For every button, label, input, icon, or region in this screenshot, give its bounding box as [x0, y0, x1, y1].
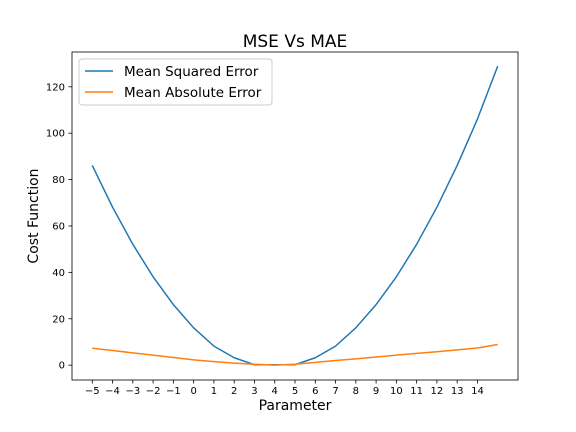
legend-label-1: Mean Absolute Error: [124, 85, 262, 101]
y-tick-label: 80: [52, 175, 65, 186]
x-tick-label: 11: [410, 386, 423, 397]
x-tick-label: 9: [373, 386, 379, 397]
x-tick-label: 8: [353, 386, 359, 397]
x-tick-label: 5: [292, 386, 298, 397]
x-tick-label: 14: [471, 386, 484, 397]
series-line-0: [91, 65, 499, 366]
x-tick-label: −1: [166, 386, 181, 397]
x-axis-title: Parameter: [259, 398, 332, 414]
x-tick-label: 6: [312, 386, 318, 397]
legend-box: [78, 58, 273, 106]
x-tick-label: 2: [231, 386, 237, 397]
x-tick-label: 10: [390, 386, 403, 397]
legend-label-0: Mean Squared Error: [124, 64, 259, 80]
series-line-1: [92, 343, 498, 366]
x-tick-label: 7: [332, 386, 338, 397]
x-tick-label: 0: [190, 386, 196, 397]
x-tick-label: −3: [125, 386, 140, 397]
x-tick-label: 3: [251, 386, 257, 397]
y-tick-label: 120: [46, 82, 65, 93]
y-tick-label: 0: [59, 361, 65, 372]
plot-area: −5 −4 −3 −2 −1 0 1 2 3 4 5 6 7 8 9 10 11 12 13 140204060801…: [46, 51, 519, 397]
legend: Mean Squared Error Mean Absolute Error: [78, 58, 273, 106]
x-tick-label: 1: [211, 386, 217, 397]
chart-title: MSE Vs MAE: [243, 32, 348, 52]
x-tick-label: 13: [451, 386, 464, 397]
x-tick-label: −5: [85, 386, 100, 397]
x-tick-label: 4: [272, 386, 278, 397]
y-tick-label: 40: [52, 268, 65, 279]
y-tick-label: 20: [52, 314, 65, 325]
x-tick-label: −2: [146, 386, 161, 397]
x-tick-label: 12: [431, 386, 444, 397]
x-tick-label: −4: [105, 386, 120, 397]
y-axis-title: Cost Function: [26, 168, 42, 263]
y-tick-label: 60: [52, 221, 65, 232]
y-tick-label: 100: [46, 129, 65, 140]
